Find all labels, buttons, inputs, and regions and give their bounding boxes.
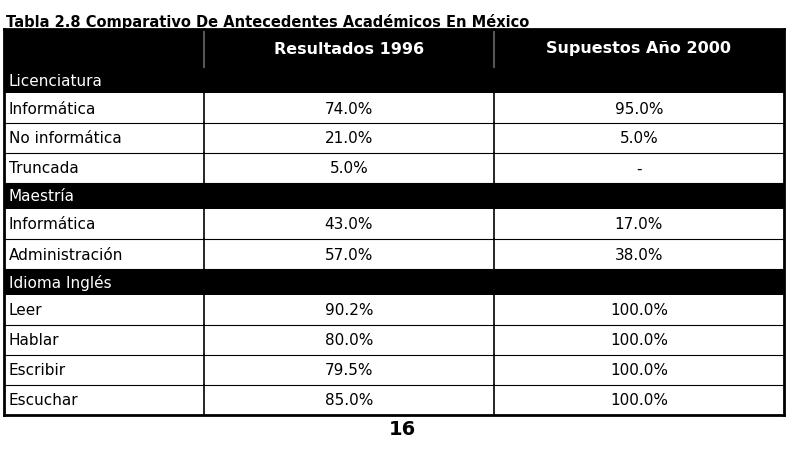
Text: 57.0%: 57.0%: [324, 247, 373, 262]
Text: 16: 16: [388, 419, 415, 438]
Bar: [4, 325, 783, 355]
Bar: [4, 385, 783, 415]
Bar: [4, 269, 783, 295]
Text: Resultados 1996: Resultados 1996: [274, 41, 423, 56]
Text: Hablar: Hablar: [9, 333, 59, 348]
Text: 100.0%: 100.0%: [609, 303, 667, 318]
Text: Leer: Leer: [9, 303, 43, 318]
Text: 43.0%: 43.0%: [324, 217, 373, 232]
Text: 5.0%: 5.0%: [329, 161, 368, 176]
Text: Maestría: Maestría: [9, 189, 75, 204]
Text: Informática: Informática: [9, 101, 96, 116]
Text: 38.0%: 38.0%: [614, 247, 662, 262]
Text: 90.2%: 90.2%: [324, 303, 373, 318]
Text: 17.0%: 17.0%: [614, 217, 662, 232]
Text: 100.0%: 100.0%: [609, 363, 667, 377]
Text: 74.0%: 74.0%: [324, 101, 373, 116]
Bar: [4, 124, 783, 154]
Text: 80.0%: 80.0%: [324, 333, 373, 348]
Text: 79.5%: 79.5%: [324, 363, 373, 377]
Text: -: -: [635, 161, 641, 176]
Bar: [4, 30, 783, 68]
Text: No informática: No informática: [9, 131, 121, 146]
Text: 100.0%: 100.0%: [609, 333, 667, 348]
Text: Informática: Informática: [9, 217, 96, 232]
Text: 21.0%: 21.0%: [324, 131, 373, 146]
Text: 5.0%: 5.0%: [619, 131, 658, 146]
Text: Idioma Inglés: Idioma Inglés: [9, 274, 112, 290]
Bar: [4, 355, 783, 385]
Text: Supuestos Año 2000: Supuestos Año 2000: [546, 41, 731, 56]
Bar: [4, 295, 783, 325]
Bar: [4, 210, 783, 239]
Bar: [4, 184, 783, 210]
Text: 95.0%: 95.0%: [614, 101, 662, 116]
Text: 85.0%: 85.0%: [324, 393, 373, 408]
Text: Escuchar: Escuchar: [9, 393, 79, 408]
Bar: [4, 239, 783, 269]
Bar: [4, 94, 783, 124]
Text: Tabla 2.8 Comparativo De Antecedentes Académicos En México: Tabla 2.8 Comparativo De Antecedentes Ac…: [6, 14, 528, 30]
Text: 100.0%: 100.0%: [609, 393, 667, 408]
Text: Truncada: Truncada: [9, 161, 79, 176]
Text: Escribir: Escribir: [9, 363, 66, 377]
Bar: [4, 154, 783, 184]
Text: Administración: Administración: [9, 247, 123, 262]
Bar: [4, 68, 783, 94]
Text: Licenciatura: Licenciatura: [9, 74, 103, 88]
